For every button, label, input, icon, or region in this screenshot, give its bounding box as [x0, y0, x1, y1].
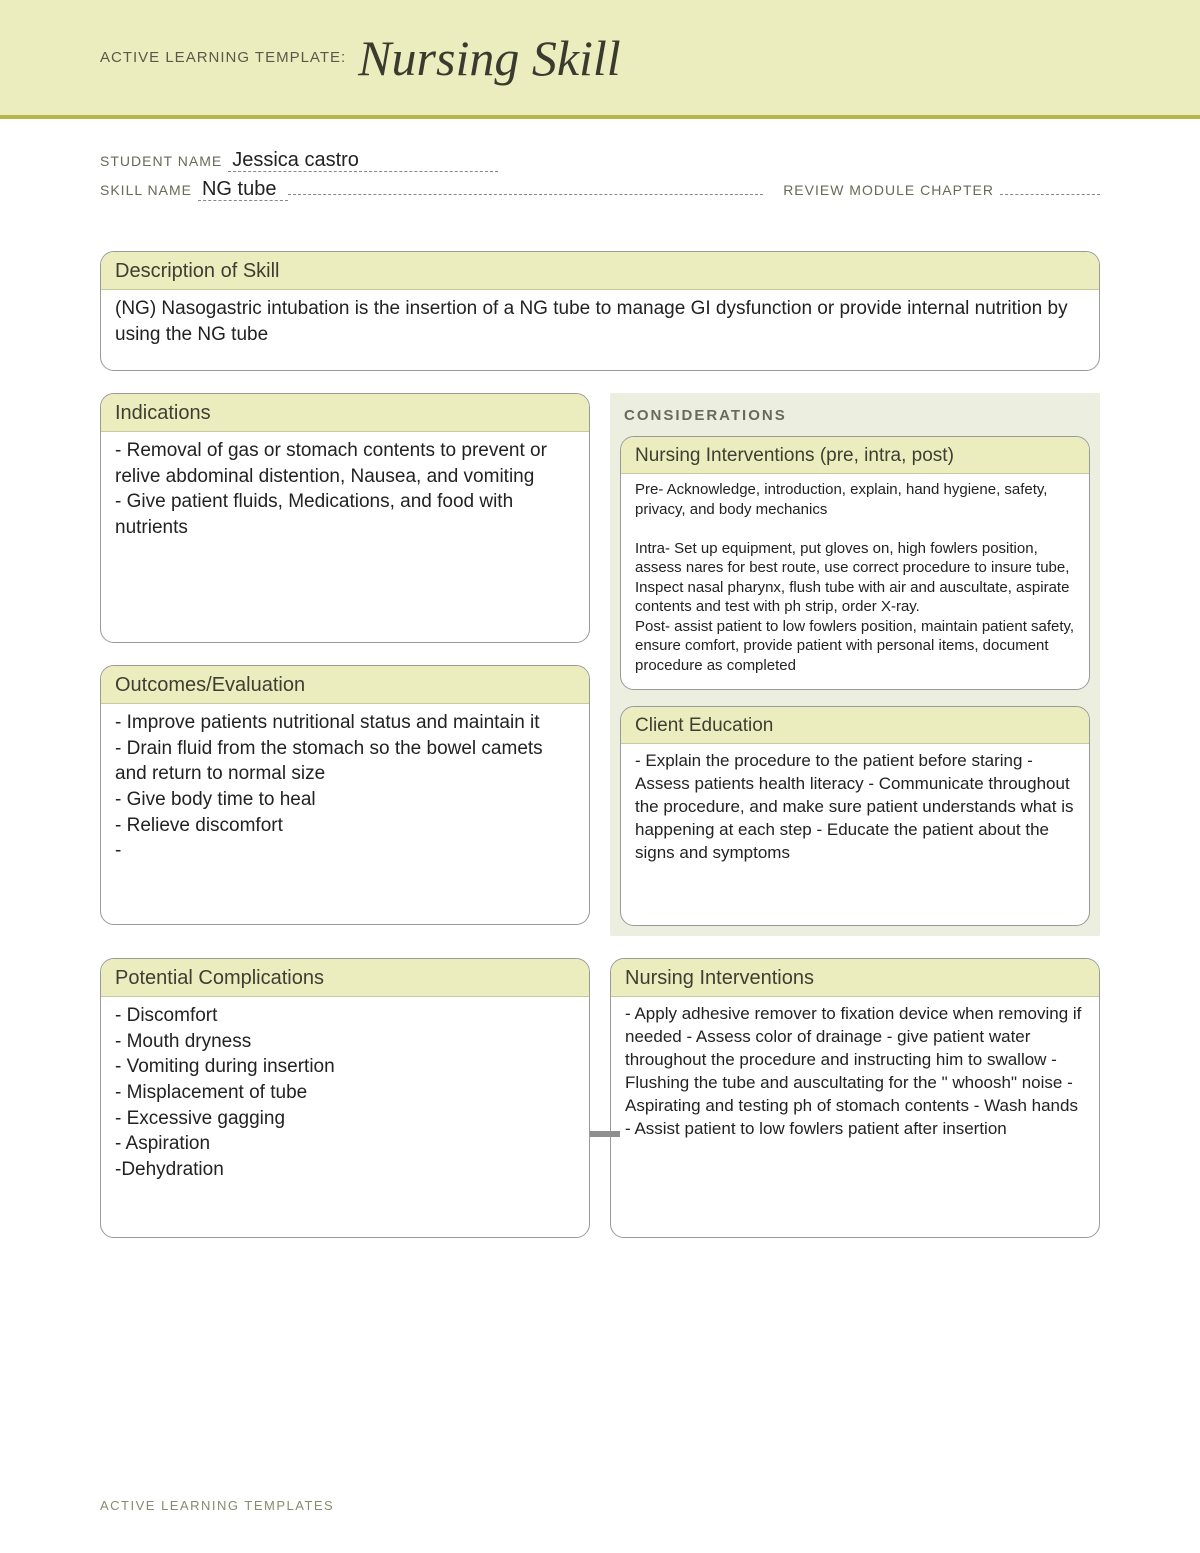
complications-box: Potential Complications - Discomfort - M…	[100, 958, 590, 1238]
left-column-2: Potential Complications - Discomfort - M…	[100, 958, 590, 1260]
interventions-pre-body: Pre- Acknowledge, introduction, explain,…	[621, 474, 1089, 689]
interventions-pre-box: Nursing Interventions (pre, intra, post)…	[620, 436, 1090, 690]
indications-body: - Removal of gas or stomach contents to …	[101, 432, 589, 555]
content-area: STUDENT NAME Jessica castro SKILL NAME N…	[0, 119, 1200, 1260]
student-name-label: STUDENT NAME	[100, 153, 222, 169]
student-name-row: STUDENT NAME Jessica castro	[100, 149, 1100, 172]
interventions-title: Nursing Interventions	[611, 959, 1099, 997]
considerations-label: CONSIDERATIONS	[620, 393, 1090, 436]
considerations-wrap: CONSIDERATIONS Nursing Interventions (pr…	[610, 393, 1100, 936]
header-title: Nursing Skill	[358, 29, 621, 87]
description-body: (NG) Nasogastric intubation is the inser…	[101, 290, 1099, 361]
description-title: Description of Skill	[101, 252, 1099, 290]
indications-title: Indications	[101, 394, 589, 432]
skill-name-row: SKILL NAME NG tube REVIEW MODULE CHAPTER	[100, 178, 1100, 201]
description-box: Description of Skill (NG) Nasogastric in…	[100, 251, 1100, 371]
footer-text: ACTIVE LEARNING TEMPLATES	[100, 1498, 334, 1513]
student-name-value: Jessica castro	[228, 149, 498, 172]
outcomes-body: - Improve patients nutritional status an…	[101, 704, 589, 878]
skill-name-line	[288, 179, 763, 195]
complications-body: - Discomfort - Mouth dryness - Vomiting …	[101, 997, 589, 1196]
indications-box: Indications - Removal of gas or stomach …	[100, 393, 590, 643]
header-prefix: ACTIVE LEARNING TEMPLATE:	[100, 49, 346, 66]
review-label: REVIEW MODULE CHAPTER	[783, 182, 994, 198]
row-3-columns: Potential Complications - Discomfort - M…	[100, 958, 1100, 1260]
skill-name-value: NG tube	[198, 178, 288, 201]
interventions-pre-title: Nursing Interventions (pre, intra, post)	[621, 437, 1089, 474]
header-band: ACTIVE LEARNING TEMPLATE: Nursing Skill	[0, 0, 1200, 115]
client-education-title: Client Education	[621, 707, 1089, 744]
left-column: Indications - Removal of gas or stomach …	[100, 393, 590, 958]
interventions-body: - Apply adhesive remover to fixation dev…	[611, 997, 1099, 1155]
connector-bar	[590, 1131, 620, 1137]
client-education-box: Client Education - Explain the procedure…	[620, 706, 1090, 926]
complications-title: Potential Complications	[101, 959, 589, 997]
boxes-container: Description of Skill (NG) Nasogastric in…	[100, 251, 1100, 1260]
outcomes-box: Outcomes/Evaluation - Improve patients n…	[100, 665, 590, 925]
client-education-body: - Explain the procedure to the patient b…	[621, 744, 1089, 879]
outcomes-title: Outcomes/Evaluation	[101, 666, 589, 704]
skill-name-label: SKILL NAME	[100, 182, 192, 198]
interventions-box: Nursing Interventions - Apply adhesive r…	[610, 958, 1100, 1238]
row-2-columns: Indications - Removal of gas or stomach …	[100, 393, 1100, 958]
right-column-2: Nursing Interventions - Apply adhesive r…	[610, 958, 1100, 1260]
right-column: CONSIDERATIONS Nursing Interventions (pr…	[610, 393, 1100, 958]
review-line	[1000, 179, 1100, 195]
